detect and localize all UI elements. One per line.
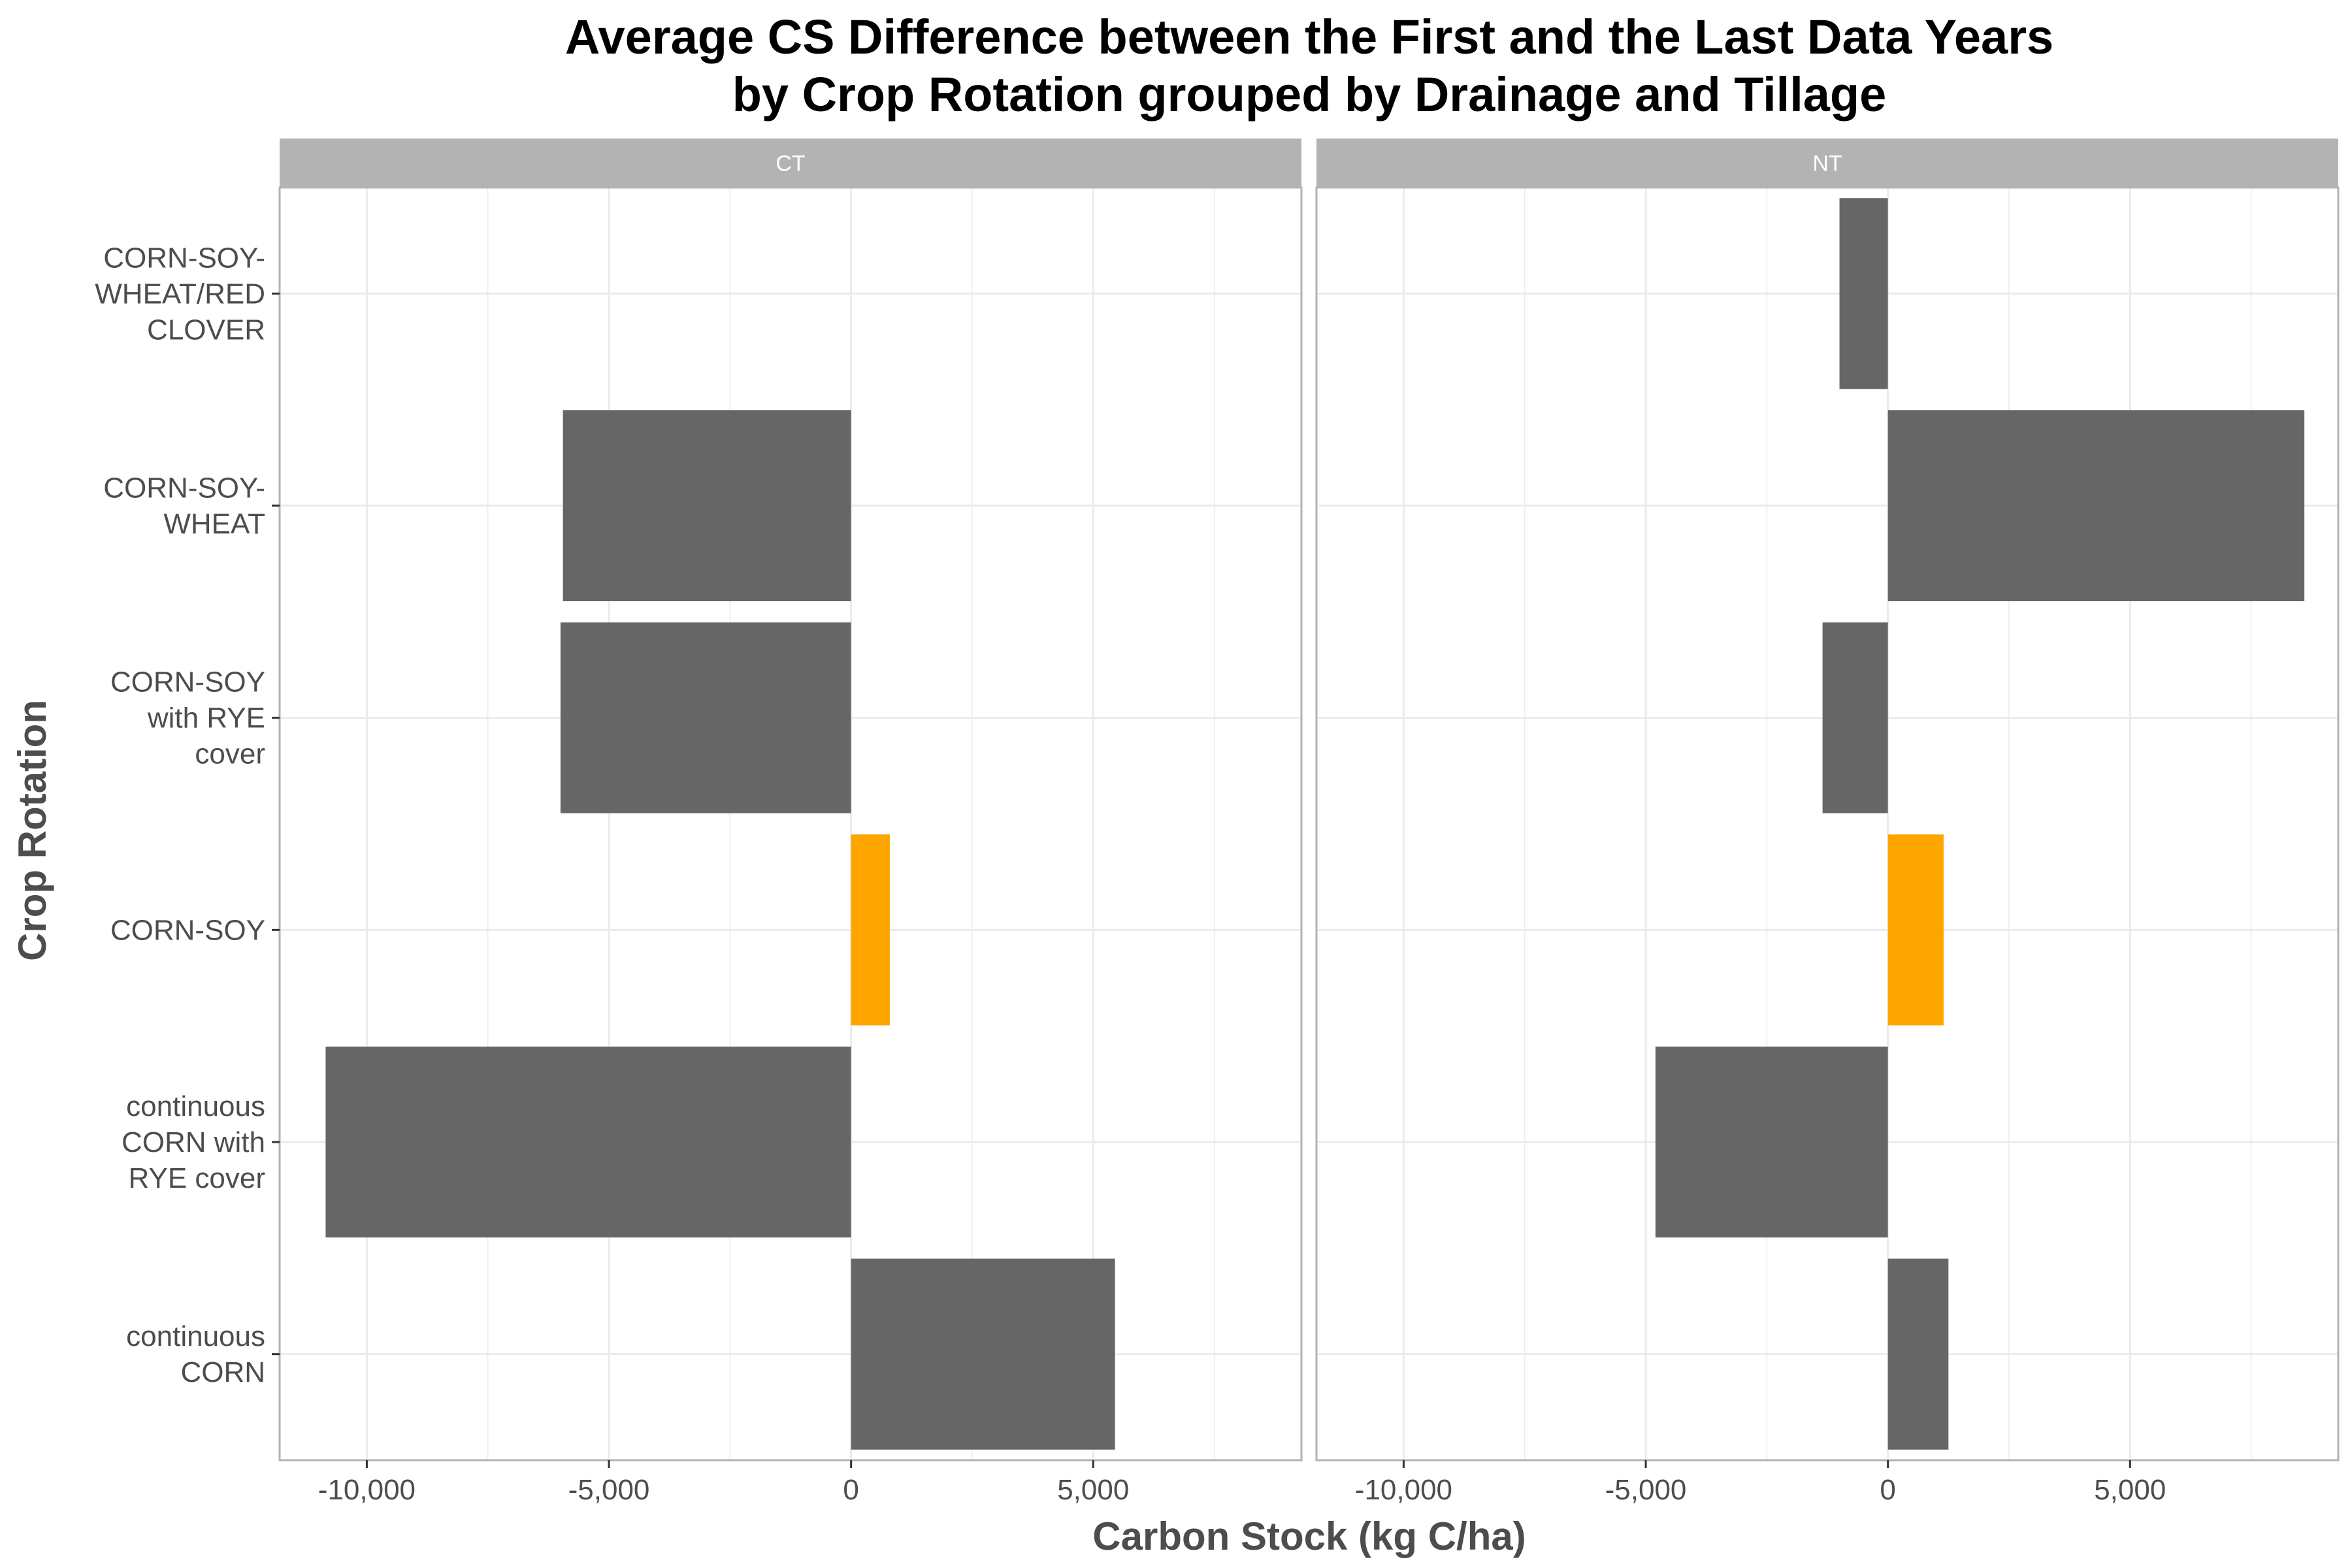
- facet-ct: CT -10,000 -5,000 0 5,000: [278, 139, 1303, 1506]
- x-tick-label: 0: [1880, 1474, 1895, 1506]
- bar-ct-cs: [851, 834, 890, 1026]
- facet-strip-label: CT: [776, 152, 805, 176]
- chart-title: Average CS Difference between the First …: [565, 10, 2053, 122]
- y-tick-label-csw_rc: CORN-SOY-: [103, 242, 265, 274]
- x-axis-title: Carbon Stock (kg C/ha): [1092, 1514, 1526, 1558]
- bar-nt-cc_rye: [1655, 1046, 1888, 1238]
- bar-ct-csw: [563, 410, 851, 602]
- y-tick-labels: CORN-SOY- WHEAT/RED CLOVER CORN-SOY- WHEAT CO…: [95, 242, 280, 1388]
- panel-border: [278, 186, 1303, 1462]
- facet-panels: CT -10,000 -5,000 0 5,000 NT -10,000 -5,000 0 5,0…: [278, 139, 2340, 1506]
- x-tick-label: 5,000: [1057, 1474, 1129, 1506]
- y-tick-label-cs: CORN-SOY: [110, 914, 265, 946]
- y-tick-label-cs_rye: with RYE: [147, 702, 265, 734]
- bar-nt-cs: [1887, 834, 1944, 1026]
- chart-title-line-1: Average CS Difference between the First …: [565, 10, 2053, 64]
- y-tick-label-cc: continuous: [126, 1320, 265, 1352]
- chart-title-line-2: by Crop Rotation grouped by Drainage and…: [732, 67, 1887, 122]
- y-tick-label-csw: CORN-SOY-: [103, 472, 265, 504]
- facet-strip-label: NT: [1812, 152, 1842, 176]
- x-tick-label: -10,000: [1355, 1474, 1452, 1506]
- y-tick-label-cc_rye: continuous: [126, 1090, 265, 1122]
- y-tick-label-cc_rye: CORN with: [122, 1126, 265, 1158]
- bar-nt-cc: [1887, 1258, 1949, 1450]
- y-tick-label-cs_rye: cover: [195, 738, 265, 770]
- x-tick-label: 0: [843, 1474, 858, 1506]
- panel-border: [1315, 186, 2340, 1462]
- bar-ct-cs_rye: [560, 622, 851, 813]
- x-tick-label: -5,000: [568, 1474, 650, 1506]
- y-tick-label-cc_rye: RYE cover: [129, 1162, 266, 1194]
- bar-nt-csw_rc: [1839, 198, 1888, 389]
- y-tick-label-csw: WHEAT: [163, 508, 265, 540]
- bar-ct-cc: [851, 1258, 1115, 1450]
- bar-ct-cc_rye: [325, 1046, 851, 1238]
- bar-nt-cs_rye: [1822, 622, 1888, 813]
- bar-nt-csw: [1887, 410, 2305, 602]
- facet-strip: [1316, 139, 2338, 188]
- x-tick-label: -10,000: [318, 1474, 416, 1506]
- y-tick-label-csw_rc: CLOVER: [147, 314, 265, 346]
- y-tick-label-cs_rye: CORN-SOY: [110, 666, 265, 698]
- y-tick-label-csw_rc: WHEAT/RED: [95, 278, 265, 310]
- facet-strip: [280, 139, 1301, 188]
- facet-nt: NT -10,000 -5,000 0 5,000: [1315, 139, 2340, 1506]
- x-tick-label: 5,000: [2094, 1474, 2166, 1506]
- x-tick-label: -5,000: [1605, 1474, 1687, 1506]
- y-axis-title: Crop Rotation: [10, 700, 54, 961]
- y-tick-label-cc: CORN: [180, 1356, 265, 1388]
